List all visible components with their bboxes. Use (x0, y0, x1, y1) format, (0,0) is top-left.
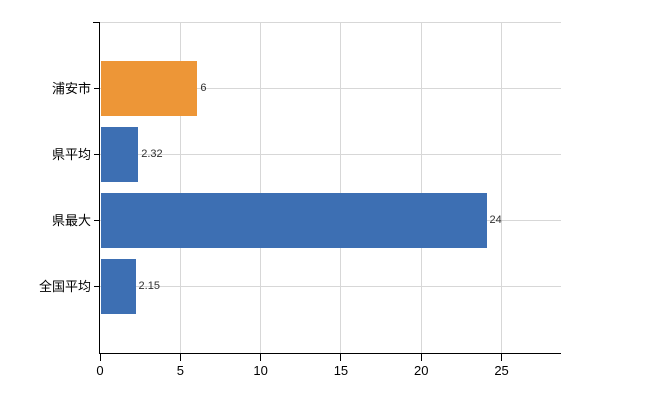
category-label: 県平均 (51, 146, 91, 162)
gridline-vertical (179, 22, 181, 353)
bar-全国平均 (101, 259, 136, 314)
gridline-vertical (340, 22, 342, 353)
gridline-horizontal (100, 88, 561, 89)
x-tick-label: 0 (96, 363, 104, 378)
gridline-vertical (420, 22, 422, 353)
y-axis-tick (94, 220, 100, 221)
plot-top-border (100, 22, 561, 23)
category-label: 全国平均 (38, 278, 91, 294)
gridline-horizontal (100, 154, 561, 155)
x-axis-tick (501, 353, 503, 361)
bar-県最大 (101, 193, 487, 248)
x-axis-tick (99, 353, 101, 361)
x-axis-tick (260, 353, 262, 361)
x-axis-tick (340, 353, 342, 361)
gridline-horizontal (100, 286, 561, 287)
bar-県平均 (101, 127, 139, 182)
category-label: 浦安市 (51, 80, 91, 96)
x-axis-tick (420, 353, 422, 361)
y-axis-top-tick (93, 21, 100, 23)
x-tick-label: 20 (414, 363, 429, 378)
y-axis-line (98, 22, 100, 353)
bar-value-label: 6 (200, 82, 207, 94)
gridline-vertical (501, 22, 503, 353)
x-tick-label: 10 (253, 363, 268, 378)
y-axis-tick (94, 154, 100, 155)
x-axis-tick (179, 353, 181, 361)
x-axis-line (98, 352, 561, 354)
x-tick-label: 5 (176, 363, 184, 378)
gridline-vertical (260, 22, 262, 353)
x-tick-label: 25 (494, 363, 509, 378)
category-label: 県最大 (51, 212, 91, 228)
bar-浦安市 (101, 61, 198, 116)
bar-value-label: 2.15 (138, 280, 160, 292)
x-tick-label: 15 (333, 363, 349, 378)
bar-value-label: 2.32 (141, 148, 163, 160)
y-axis-tick (94, 88, 100, 89)
bar-value-label: 24 (489, 214, 502, 226)
y-axis-tick (94, 286, 100, 287)
